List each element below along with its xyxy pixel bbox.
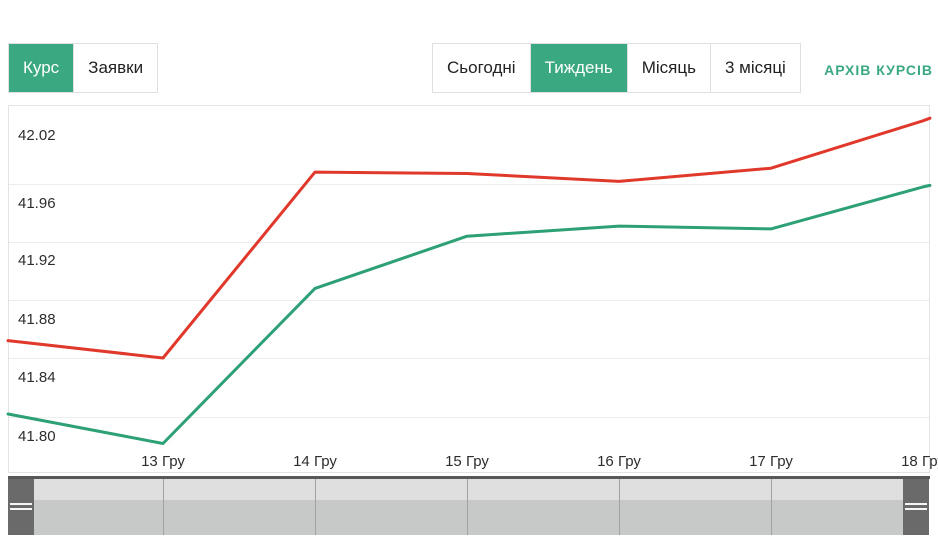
- range-separator: [467, 479, 468, 535]
- tab-zayavky[interactable]: Заявки: [74, 44, 158, 92]
- y-axis-label: 41.96: [18, 195, 56, 212]
- tab-month[interactable]: Місяць: [627, 44, 711, 92]
- x-axis-label: 15 Гру: [445, 453, 489, 470]
- range-separator: [771, 479, 772, 535]
- view-tab-group: Курс Заявки: [8, 43, 159, 93]
- x-axis-label: 14 Гру: [293, 453, 337, 470]
- range-handle-right[interactable]: [903, 479, 929, 535]
- y-axis-label: 42.02: [18, 127, 56, 144]
- plot-border: [8, 105, 930, 473]
- rate-chart[interactable]: 42.02 41.96 41.92 41.88 41.84 41.80 13 Гру 14 Г…: [0, 0, 938, 475]
- range-selector-track[interactable]: [34, 479, 903, 535]
- x-axis-label: 18 Гру: [901, 453, 938, 470]
- x-axis-label: 13 Гру: [141, 453, 185, 470]
- tab-3months[interactable]: 3 місяці: [710, 44, 800, 92]
- archive-rates-link[interactable]: АРХІВ КУРСІВ: [824, 62, 933, 78]
- y-axis-label: 41.84: [18, 369, 56, 386]
- y-axis-label: 41.80: [18, 428, 56, 445]
- period-tab-group: Сьогодні Тиждень Місяць 3 місяці: [432, 43, 801, 93]
- range-separator: [163, 479, 164, 535]
- red-line[interactable]: [6, 116, 932, 360]
- tab-week[interactable]: Тиждень: [530, 44, 628, 92]
- grip-icon: [905, 503, 927, 510]
- range-selector[interactable]: [8, 476, 930, 535]
- x-axis-label: 17 Гру: [749, 453, 793, 470]
- grip-icon: [10, 503, 32, 510]
- tab-today[interactable]: Сьогодні: [433, 44, 531, 92]
- green-line[interactable]: [6, 183, 932, 445]
- y-axis-label: 41.92: [18, 252, 56, 269]
- range-separator: [619, 479, 620, 535]
- range-handle-left[interactable]: [8, 479, 34, 535]
- x-axis-label: 16 Гру: [597, 453, 641, 470]
- y-axis-label: 41.88: [18, 311, 56, 328]
- tab-kurs[interactable]: Курс: [9, 44, 75, 92]
- range-separator: [315, 479, 316, 535]
